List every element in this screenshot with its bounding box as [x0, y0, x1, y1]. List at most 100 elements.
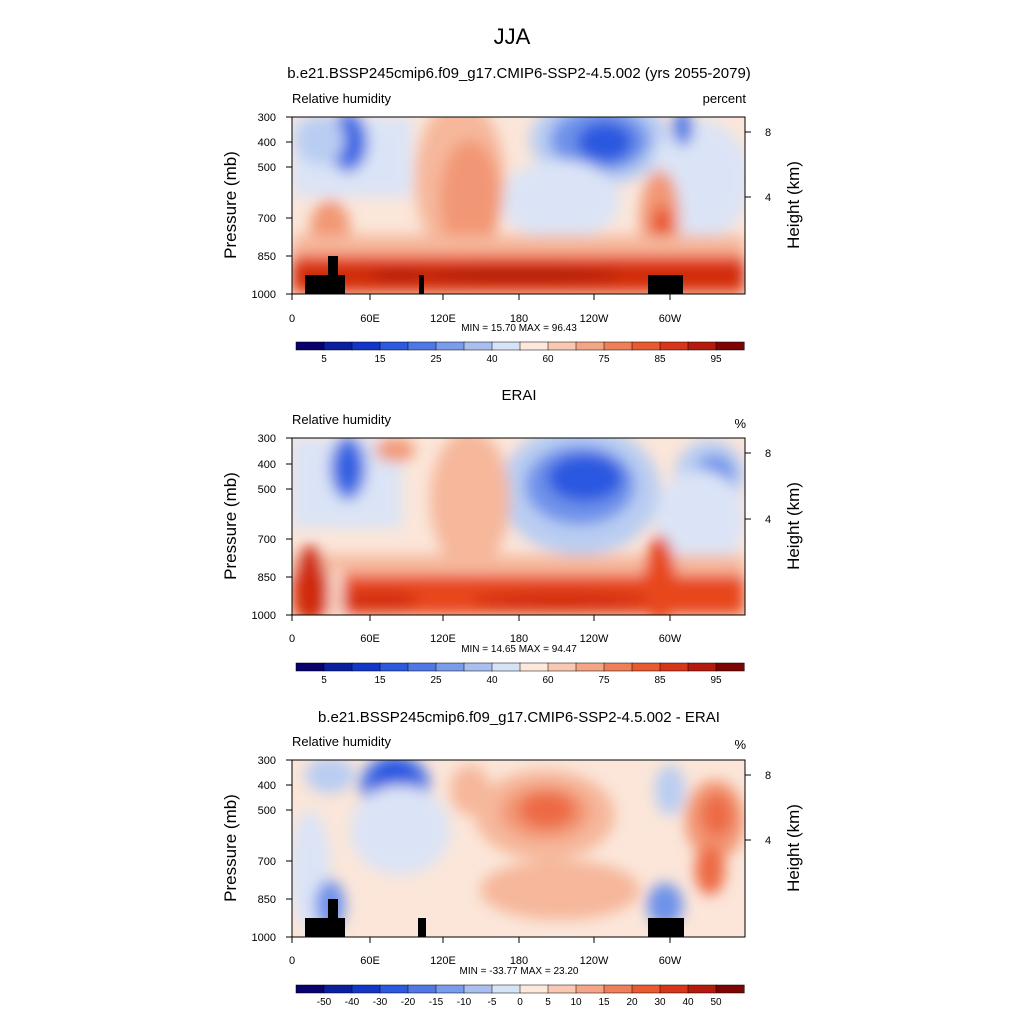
colorbar-swatch: [603, 341, 633, 351]
y-tick-label-right: 4: [765, 514, 771, 526]
y-tick-label: 1000: [252, 289, 276, 301]
y-axis-title: Pressure (mb): [221, 151, 240, 259]
y-tick-label: 700: [258, 213, 276, 225]
colorbar-label: 25: [430, 354, 442, 365]
x-tick-label: 120W: [580, 955, 609, 967]
y-axis-title: Pressure (mb): [221, 794, 240, 902]
colorbar-swatch: [631, 984, 661, 994]
y-tick-label: 1000: [252, 610, 276, 622]
min-max-label: MIN = -33.77 MAX = 23.20: [460, 966, 579, 977]
colorbar-swatch: [715, 662, 745, 672]
panel-title: b.e21.BSSP245cmip6.f09_g17.CMIP6-SSP2-4.…: [287, 65, 751, 82]
colorbar-label: 60: [542, 675, 554, 686]
colorbar-swatch: [519, 984, 549, 994]
heatmap-field: [292, 760, 745, 937]
y-tick-label: 850: [258, 251, 276, 263]
colorbar-swatch: [687, 984, 717, 994]
y-tick-label-right: 4: [765, 835, 771, 847]
panel-title: ERAI: [501, 387, 536, 404]
heatmap-field: [292, 117, 745, 294]
panel-model: b.e21.BSSP245cmip6.f09_g17.CMIP6-SSP2-4.…: [221, 65, 803, 365]
y-tick-label: 700: [258, 534, 276, 546]
colorbar-label: 15: [374, 354, 386, 365]
colorbar-label: 10: [570, 997, 582, 1008]
y-tick-label: 500: [258, 805, 276, 817]
y-tick-label: 400: [258, 459, 276, 471]
colorbar-swatch: [323, 662, 353, 672]
x-tick-label: 120E: [430, 313, 456, 325]
colorbar-swatch: [463, 662, 493, 672]
colorbar-swatch: [295, 984, 325, 994]
colorbar-swatch: [435, 341, 465, 351]
y-tick-label: 850: [258, 572, 276, 584]
y-tick-label: 300: [258, 433, 276, 445]
y-axis-title-right: Height (km): [784, 161, 803, 249]
colorbar-swatch: [575, 662, 605, 672]
x-tick-label: 0: [289, 633, 295, 645]
colorbar-label: 75: [598, 675, 610, 686]
colorbar-swatch: [351, 341, 381, 351]
units-label: %: [734, 737, 746, 752]
y-axis-title-right: Height (km): [784, 482, 803, 570]
x-tick-label: 60W: [659, 955, 682, 967]
y-tick-label: 500: [258, 484, 276, 496]
colorbar-swatch: [659, 984, 689, 994]
colorbar-swatch: [547, 984, 577, 994]
colorbar-swatch: [659, 662, 689, 672]
y-tick-label-right: 8: [765, 770, 771, 782]
colorbar-label: 15: [598, 997, 610, 1008]
colorbar-swatch: [687, 662, 717, 672]
y-tick-label: 300: [258, 755, 276, 767]
x-tick-label: 120W: [580, 313, 609, 325]
x-tick-label: 0: [289, 955, 295, 967]
colorbar-swatch: [435, 984, 465, 994]
x-tick-label: 120E: [430, 955, 456, 967]
x-tick-label: 120W: [580, 633, 609, 645]
colorbar-label: 60: [542, 354, 554, 365]
panel-reference: ERAI Relative humidity %: [221, 387, 803, 686]
y-tick-label-right: 4: [765, 192, 771, 204]
colorbar-label: 25: [430, 675, 442, 686]
colorbar-swatch: [463, 341, 493, 351]
colorbar-label: 95: [710, 675, 722, 686]
colorbar-swatch: [547, 341, 577, 351]
y-tick-label: 700: [258, 856, 276, 868]
colorbar-label: 85: [654, 354, 666, 365]
colorbar-swatch: [631, 662, 661, 672]
colorbar-swatch: [407, 662, 437, 672]
page-title: JJA: [494, 24, 531, 49]
x-tick-label: 60E: [360, 313, 380, 325]
colorbar-swatch: [379, 341, 409, 351]
y-tick-label: 300: [258, 112, 276, 124]
colorbar-swatch: [351, 984, 381, 994]
colorbar-swatch: [575, 984, 605, 994]
colorbar-swatch: [687, 341, 717, 351]
y-tick-label: 1000: [252, 932, 276, 944]
colorbar-label: 5: [321, 354, 327, 365]
colorbar-swatch: [491, 341, 521, 351]
colorbar-swatch: [603, 662, 633, 672]
colorbar-label: 40: [682, 997, 694, 1008]
y-axis-title: Pressure (mb): [221, 472, 240, 580]
colorbar-swatch: [407, 341, 437, 351]
y-tick-label: 500: [258, 162, 276, 174]
units-label: %: [734, 416, 746, 431]
y-tick-label-right: 8: [765, 448, 771, 460]
colorbar-label: 40: [486, 354, 498, 365]
colorbar-label: -50: [317, 997, 332, 1008]
colorbar-label: -40: [345, 997, 360, 1008]
colorbar-label: 95: [710, 354, 722, 365]
variable-label: Relative humidity: [292, 412, 391, 427]
variable-label: Relative humidity: [292, 734, 391, 749]
y-tick-label: 400: [258, 780, 276, 792]
y-tick-label: 850: [258, 894, 276, 906]
colorbar-label: 30: [654, 997, 666, 1008]
x-tick-label: 60W: [659, 313, 682, 325]
colorbar-swatch: [491, 984, 521, 994]
colorbar-swatch: [407, 984, 437, 994]
x-tick-label: 180: [510, 955, 528, 967]
x-tick-label: 60E: [360, 955, 380, 967]
panel-title: b.e21.BSSP245cmip6.f09_g17.CMIP6-SSP2-4.…: [318, 709, 720, 726]
colorbar-swatch: [379, 984, 409, 994]
